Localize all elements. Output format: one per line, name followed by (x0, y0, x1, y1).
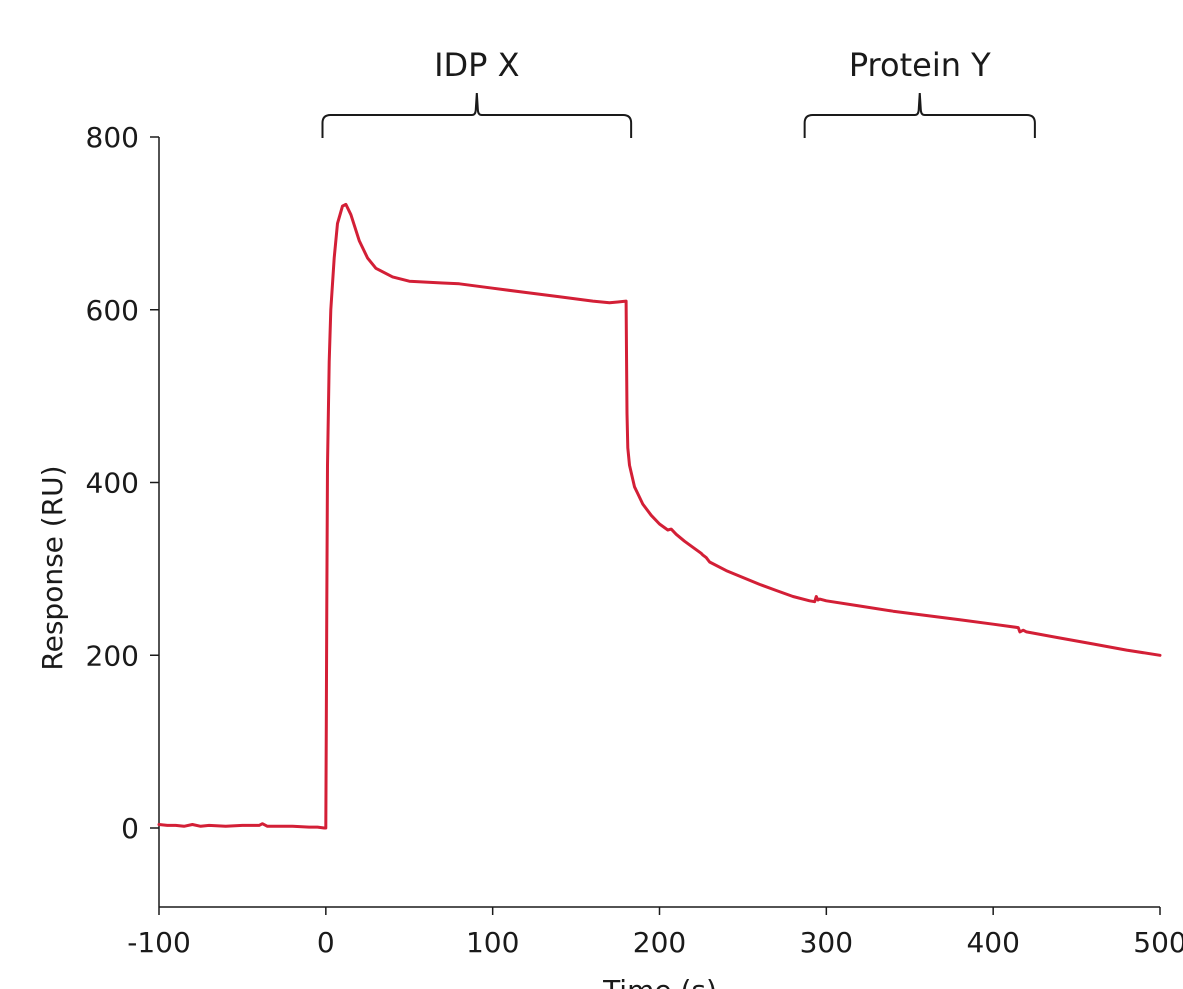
x-tick-label: 200 (633, 926, 686, 959)
x-tick-label: 0 (317, 926, 335, 959)
annotation-label: IDP X (434, 46, 519, 84)
x-tick-label: 500 (1133, 926, 1183, 959)
series-line (157, 202, 1162, 830)
y-tick-label: 600 (86, 294, 139, 327)
annotation-label: Protein Y (849, 46, 991, 84)
x-tick-label: 400 (966, 926, 1019, 959)
y-tick-label: 0 (121, 812, 139, 845)
x-tick-label: 100 (466, 926, 519, 959)
x-axis-title: Time (s) (602, 974, 717, 989)
y-tick-label: 200 (86, 639, 139, 672)
series-layer (157, 202, 1162, 830)
annotation-brace (321, 92, 633, 138)
y-axis-title: Response (RU) (36, 465, 69, 670)
x-tick-label: 300 (800, 926, 853, 959)
y-tick-label: 400 (86, 467, 139, 500)
annotations: IDP X Protein Y (321, 46, 1036, 138)
x-tick-label: -100 (127, 926, 191, 959)
ticks: 0 200 400 600 800 -100 0 100 200 300 400 500 (86, 121, 1183, 959)
y-tick-label: 800 (86, 121, 139, 154)
annotation-brace (803, 92, 1036, 138)
